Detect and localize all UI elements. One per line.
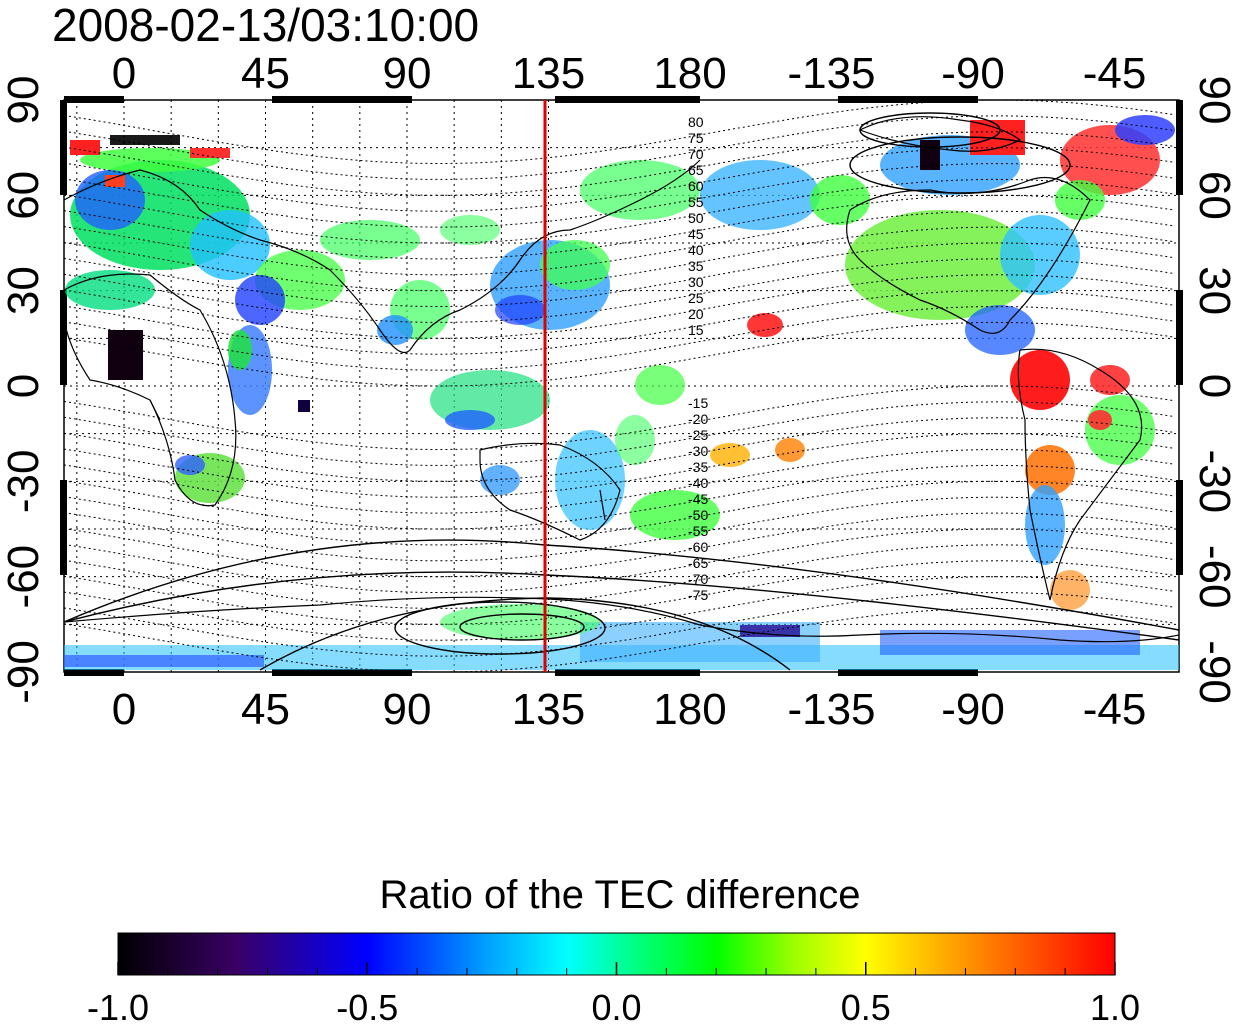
contour-label: 20: [688, 306, 704, 322]
lon-tick-top: -90: [941, 49, 1005, 98]
contour-label: 50: [688, 210, 704, 226]
contour-label: -20: [688, 411, 708, 427]
lon-tick-top: 90: [383, 49, 432, 98]
colorbar-tick-label: 0.0: [591, 987, 641, 1024]
contour-label: 25: [688, 290, 704, 306]
lat-tick-right: -60: [1190, 545, 1239, 609]
contour-label: 55: [688, 194, 704, 210]
lat-tick-left: -90: [0, 640, 48, 704]
contour-label: -75: [688, 587, 708, 603]
colorbar-tick-label: -1.0: [87, 987, 149, 1024]
contour-label: -50: [688, 507, 708, 523]
lat-tick-right: -30: [1190, 450, 1239, 514]
contour-label: 80: [688, 114, 704, 130]
contour-label: 65: [688, 162, 704, 178]
contour-label: 15: [688, 322, 704, 338]
contour-label: 30: [688, 274, 704, 290]
lon-tick-top: 45: [241, 49, 290, 98]
lat-tick-right: -90: [1190, 640, 1239, 704]
lon-tick-bottom: -90: [941, 685, 1005, 734]
lat-tick-left: 60: [0, 171, 48, 220]
lon-tick-bottom: -45: [1083, 685, 1147, 734]
contour-label: 35: [688, 258, 704, 274]
contour-label: -70: [688, 571, 708, 587]
contour-label: -25: [688, 427, 708, 443]
lon-tick-bottom: 180: [653, 685, 726, 734]
lat-tick-left: 30: [0, 266, 48, 315]
contour-label: 70: [688, 146, 704, 162]
colorbar-ticks: -1.0 -0.5 0.0 0.5 1.0: [87, 962, 1140, 1024]
colorbar-tick-label: 1.0: [1090, 987, 1140, 1024]
contour-label: -55: [688, 523, 708, 539]
lon-tick-bottom: 45: [241, 685, 290, 734]
lon-tick-bottom: 0: [112, 685, 136, 734]
lon-tick-top: 180: [653, 49, 726, 98]
lat-tick-left: -30: [0, 450, 48, 514]
lat-tick-right: 0: [1190, 374, 1239, 398]
coastlines: [64, 116, 1179, 643]
contour-label: 45: [688, 226, 704, 242]
contour-label: -30: [688, 443, 708, 459]
contour-label: -15: [688, 395, 708, 411]
lon-tick-bottom: -135: [787, 685, 875, 734]
lon-tick-bottom: 90: [383, 685, 432, 734]
contour-label: -60: [688, 539, 708, 555]
colorbar-tick-label: 0.5: [841, 987, 891, 1024]
contour-label: 60: [688, 178, 704, 194]
colorbar-tick-label: -0.5: [336, 987, 398, 1024]
lat-tick-right: 60: [1190, 171, 1239, 220]
lat-tick-right: 30: [1190, 266, 1239, 315]
contour-label: -40: [688, 475, 708, 491]
plot-title: 2008-02-13/03:10:00: [52, 0, 480, 51]
contour-label: -35: [688, 459, 708, 475]
lat-tick-left: -60: [0, 545, 48, 609]
lat-tick-left: 90: [0, 76, 48, 125]
lon-tick-bottom: 135: [512, 685, 585, 734]
axis-tick-labels: 0045459090135135180180-135-135-90-90-45-…: [0, 49, 1239, 734]
lat-tick-right: 90: [1190, 76, 1239, 125]
colorbar-title: Ratio of the TEC difference: [379, 873, 861, 917]
contour-label: 75: [688, 130, 704, 146]
lon-tick-top: -45: [1083, 49, 1147, 98]
contour-label: -45: [688, 491, 708, 507]
frame-tick-bars: [60, 96, 1183, 676]
contour-label: 40: [688, 242, 704, 258]
lon-tick-top: 135: [512, 49, 585, 98]
lon-tick-top: 0: [112, 49, 136, 98]
contour-label: -65: [688, 555, 708, 571]
lat-tick-left: 0: [0, 374, 48, 398]
lon-tick-top: -135: [787, 49, 875, 98]
